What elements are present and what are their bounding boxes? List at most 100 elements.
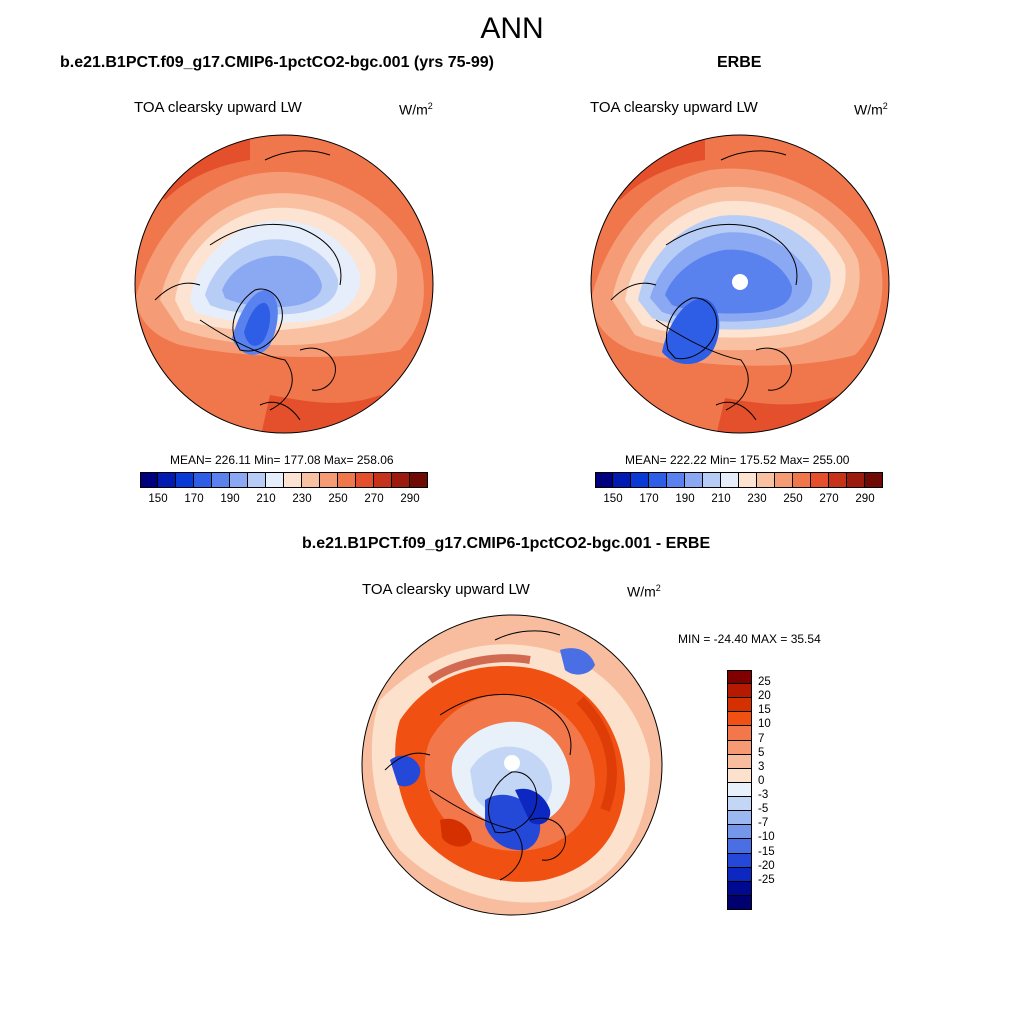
colorbar-1-swatch — [140, 472, 158, 488]
map-3-field — [362, 615, 662, 915]
colorbar-2-tick-label: 210 — [711, 493, 731, 505]
colorbar-diff-swatch — [727, 811, 752, 826]
colorbar-2-swatch — [721, 472, 739, 488]
colorbar-1-swatch — [374, 472, 392, 488]
colorbar-diff-swatch — [727, 825, 752, 840]
colorbar-2-swatch — [757, 472, 775, 488]
panel-1-title: b.e21.B1PCT.f09_g17.CMIP6-1pctCO2-bgc.00… — [60, 54, 494, 71]
colorbar-1-tick-label: 290 — [400, 493, 420, 505]
colorbar-diff-tick-label: 25 — [758, 676, 771, 689]
colorbar-diff-swatch — [727, 670, 752, 685]
colorbar-diff-swatch — [727, 684, 752, 699]
colorbar-1-swatch — [338, 472, 356, 488]
colorbar-diff-swatch — [727, 782, 752, 798]
colorbar-2-tick-label: 250 — [783, 493, 803, 505]
colorbar-1-frame — [140, 472, 428, 488]
colorbar-diff-swatch — [727, 853, 752, 868]
colorbar-1-swatch — [302, 472, 320, 488]
colorbar-2-swatch — [739, 472, 757, 488]
map-2-field — [591, 135, 889, 433]
colorbar-2-swatch — [631, 472, 649, 488]
colorbar-2-swatch — [775, 472, 793, 488]
panel-2-stats: MEAN= 222.22 Min= 175.52 Max= 255.00 — [625, 453, 850, 467]
colorbar-1-swatch — [230, 472, 248, 488]
colorbar-1-tick-label: 170 — [184, 493, 204, 505]
map-2-border — [590, 134, 890, 434]
colorbar-diff-swatch — [727, 881, 752, 896]
colorbar-diff-tick-label: 0 — [758, 774, 765, 787]
panel-2-title: ERBE — [717, 54, 762, 71]
colorbar-1-tick-label: 250 — [328, 493, 348, 505]
colorbar-2-tick-label: 270 — [819, 493, 839, 505]
colorbar-1-swatch — [266, 472, 284, 488]
colorbar-1-swatch — [284, 472, 302, 488]
colorbar-diff-tick-label: -25 — [758, 873, 775, 886]
colorbar-diff-swatch — [727, 867, 752, 882]
colorbar-2-swatch — [667, 472, 685, 488]
colorbar-1-swatch — [212, 472, 230, 488]
colorbar-diff-swatch — [727, 768, 752, 783]
colorbar-2-tick-label: 290 — [855, 493, 875, 505]
colorbar-diff-swatch — [727, 740, 752, 755]
map-1-border — [134, 134, 434, 434]
colorbar-diff-tick-label: 20 — [758, 690, 771, 703]
colorbar-1-swatch — [194, 472, 212, 488]
panel-2-units: W/m2 — [854, 101, 888, 118]
map-3-border — [361, 614, 663, 916]
colorbar-diff-swatch — [727, 754, 752, 769]
colorbar-diff-tick-label: 7 — [758, 732, 765, 745]
colorbar-2-swatch — [595, 472, 613, 488]
colorbar-diff-tick-label: 15 — [758, 704, 771, 717]
colorbar-2-swatch — [649, 472, 667, 488]
panel-1-stats: MEAN= 226.11 Min= 177.08 Max= 258.06 — [170, 453, 394, 467]
colorbar-2-tick-label: 150 — [603, 493, 623, 505]
colorbar-diff-tick-label: -7 — [758, 817, 769, 830]
colorbar-1-swatch — [320, 472, 338, 488]
panel-3-variable: TOA clearsky upward LW — [362, 581, 530, 598]
colorbar-2-swatch — [685, 472, 703, 488]
colorbar-2-frame — [595, 472, 883, 488]
colorbar-diff-tick-label: -10 — [758, 831, 775, 844]
colorbar-2-tick-label: 190 — [675, 493, 695, 505]
colorbar-1-swatch — [176, 472, 194, 488]
colorbar-diff-tick-label: 3 — [758, 760, 765, 773]
colorbar-1-swatch — [248, 472, 266, 488]
colorbar-2-swatch — [703, 472, 721, 488]
colorbar-2-swatch — [811, 472, 829, 488]
colorbar-1-swatch — [158, 472, 176, 488]
colorbar-1-swatch — [392, 472, 410, 488]
colorbar-1-tick-label: 270 — [364, 493, 384, 505]
colorbar-2-swatch — [793, 472, 811, 488]
panel-1-variable: TOA clearsky upward LW — [134, 99, 302, 116]
colorbar-2-swatch — [829, 472, 847, 488]
panel-3-stats: MIN = -24.40 MAX = 35.54 — [678, 632, 821, 646]
colorbar-1-tick-label: 150 — [148, 493, 168, 505]
colorbar-diff-swatch — [727, 726, 752, 741]
colorbar-1-tick-label: 190 — [220, 493, 240, 505]
colorbar-diff-frame — [727, 670, 752, 910]
colorbar-2-tick-label: 170 — [639, 493, 659, 505]
colorbar-1-tick-label: 210 — [256, 493, 276, 505]
colorbar-diff-tick-label: -20 — [758, 859, 775, 872]
panel-3-title: b.e21.B1PCT.f09_g17.CMIP6-1pctCO2-bgc.00… — [302, 535, 711, 552]
map-1-field — [135, 135, 433, 433]
colorbar-diff-swatch — [727, 698, 752, 713]
colorbar-diff-tick-label: 10 — [758, 718, 771, 731]
panel-2-variable: TOA clearsky upward LW — [590, 99, 758, 116]
colorbar-2-swatch — [847, 472, 865, 488]
colorbar-diff-swatch — [727, 797, 752, 812]
colorbar-diff-swatch — [727, 712, 752, 727]
colorbar-1-swatch — [356, 472, 374, 488]
colorbar-2-swatch — [613, 472, 631, 488]
colorbar-diff-tick-label: -15 — [758, 845, 775, 858]
colorbar-diff-swatch — [727, 839, 752, 854]
colorbar-diff-tick-label: 5 — [758, 746, 765, 759]
panel-3-units: W/m2 — [627, 583, 661, 600]
panel-1-units: W/m2 — [399, 101, 433, 118]
page-title: ANN — [480, 12, 544, 45]
colorbar-diff-tick-label: -3 — [758, 789, 769, 802]
colorbar-1-tick-label: 230 — [292, 493, 312, 505]
colorbar-diff-tick-label: -5 — [758, 803, 769, 816]
colorbar-2-tick-label: 230 — [747, 493, 767, 505]
